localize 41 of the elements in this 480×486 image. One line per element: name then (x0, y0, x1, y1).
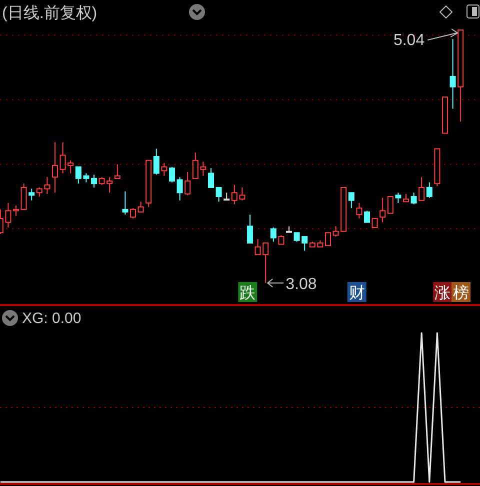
candlestick (122, 190, 128, 216)
candlestick (395, 192, 402, 204)
candlestick (13, 205, 19, 216)
candlestick (169, 166, 175, 183)
chart-title: XG: 0.00 (22, 310, 82, 327)
candlestick (138, 201, 144, 213)
candlestick (52, 142, 58, 194)
candlestick (380, 197, 386, 223)
candlestick (278, 234, 284, 245)
candlestick (450, 38, 456, 110)
annotation: 3.08 (286, 276, 317, 293)
candlestick (348, 192, 354, 209)
candlestick (426, 182, 432, 198)
candlestick (356, 202, 362, 219)
candlestick (114, 164, 120, 179)
candlestick (161, 162, 168, 176)
candlestick (364, 210, 370, 223)
candlestick (286, 226, 292, 233)
candlestick (91, 174, 97, 188)
candlestick (418, 176, 425, 201)
candlestick (410, 192, 417, 205)
candlestick (208, 168, 214, 188)
candlestick (325, 232, 331, 246)
annotation: 5.04 (393, 32, 425, 49)
chart-title: (日线.前复权) (2, 4, 98, 22)
text: 跌 (240, 285, 256, 302)
candlestick (20, 183, 27, 210)
candlestick (247, 214, 253, 244)
text: 财 (348, 284, 365, 302)
candlestick (184, 171, 191, 196)
text: 涨 (434, 284, 451, 302)
text: 榜 (452, 284, 469, 302)
candlestick (130, 208, 136, 219)
candlestick (216, 186, 222, 202)
candlestick (270, 226, 276, 242)
candlestick (176, 176, 183, 201)
candlestick (387, 196, 394, 214)
candlestick (28, 188, 35, 201)
candlestick (153, 148, 160, 176)
candlestick (224, 192, 230, 201)
candlestick (372, 218, 378, 228)
